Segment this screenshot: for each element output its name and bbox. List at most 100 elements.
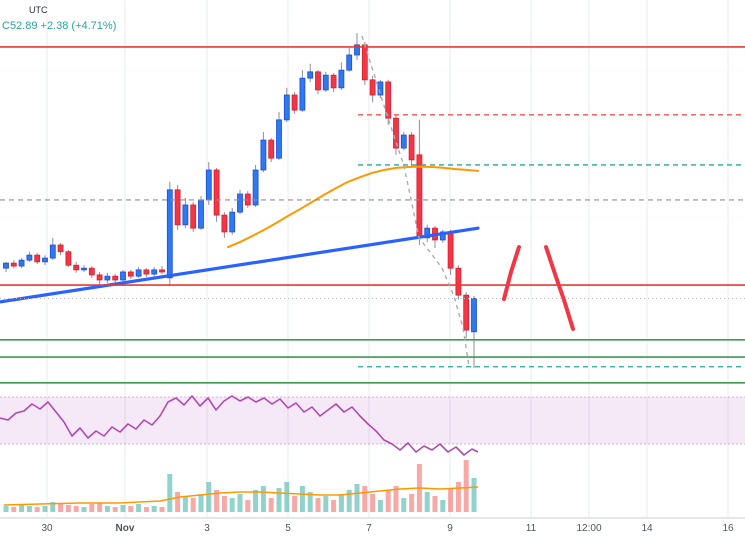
red-hand-drawn-marks[interactable] [502,245,575,331]
x-axis-label: 30 [41,523,53,534]
candle-body [81,267,87,271]
candle-body [42,257,48,263]
volume-bar [440,500,446,512]
candle-body [354,44,360,56]
rsi-line [0,395,479,456]
volume-bar [362,486,368,512]
volume-bar [385,490,391,512]
candle-body [393,117,399,149]
candle-body [229,211,236,233]
volume-bar [136,504,142,512]
volume-bar [299,486,305,512]
candle-body [120,271,126,281]
volume-bar [377,500,383,512]
x-axis-label: 12:00 [576,523,601,534]
candle-body [424,227,431,239]
volume-bar [448,488,454,512]
volume-bar [455,482,461,512]
volume-bar [221,496,227,512]
level-lines[interactable] [0,46,745,384]
rsi-band [0,396,745,445]
volume-bar [190,498,196,512]
volume-bars [3,460,477,512]
candle-body [408,134,415,161]
price-ma-line [227,165,479,249]
volume-bar [34,507,40,512]
volume-bar [65,505,71,512]
volume-bar [284,482,290,512]
volume-bar [432,496,438,512]
x-axis-label: Nov [116,523,135,534]
volume-bar [128,506,134,512]
support-trendline[interactable] [0,226,480,304]
volume-bar [11,507,17,512]
volume-bar [315,498,321,512]
candle-body [299,77,306,111]
candle-body [151,269,158,275]
candle-body [3,262,9,269]
volume-bar [276,488,282,512]
volume-bar [167,474,173,512]
x-axis-label: 7 [366,523,372,534]
candle-body [260,139,267,171]
candle-body [96,274,103,281]
volume-bar [292,496,298,512]
candle-body [57,244,64,253]
candles [3,33,477,369]
candle-body [346,54,353,71]
candle-body [26,254,33,261]
volume-bar [73,506,79,512]
volume-bar [401,498,407,512]
volume-bar [182,496,188,512]
x-axis-label: 11 [526,523,537,534]
candle-body [237,193,243,213]
volume-bar [104,506,110,512]
volume-bar [346,490,352,512]
projection-dashed-path[interactable] [361,35,470,367]
candle-body [385,81,392,119]
candle-body [65,251,72,266]
candle-body [268,139,275,159]
red-mark-stroke [544,245,575,331]
candle-body [10,262,17,267]
volume-bar [3,506,9,512]
volume-bar [151,506,157,512]
candle-body [190,204,197,229]
volume-bar [120,505,126,512]
volume-bar [198,494,204,512]
volume-bar [471,478,477,512]
candle-body [307,71,314,79]
volume-bar [260,486,266,512]
candle-body [439,231,446,241]
candle-body [166,189,173,279]
volume-bar [214,490,220,512]
volume-bar [323,496,329,512]
candle-body [159,269,165,273]
candle-body [471,298,477,333]
x-axis-label: 14 [641,523,653,534]
candle-body [198,199,204,229]
volume-bar [42,506,48,512]
candle-body [143,269,150,275]
candle-body [455,267,462,296]
x-axis-label: 9 [447,523,453,534]
volume-bar [393,486,399,512]
time-axis[interactable]: 30 Nov 3 5 7 9 11 12:00 14 16 [41,523,734,534]
volume-bar [229,498,235,512]
candle-body [221,214,228,233]
volume-bar [58,504,64,512]
volume-bar [307,492,313,512]
candle-body [330,74,337,89]
candle-body [127,271,134,277]
candle-body [291,94,298,111]
candle-body [135,269,142,277]
candle-body [213,169,220,216]
volume-bar [19,505,25,512]
candle-body [400,134,407,149]
volume-bar [338,494,344,512]
volume-bar [237,494,243,512]
candle-body [447,231,454,269]
volume-bar [26,506,32,512]
volume-bar [97,503,103,512]
